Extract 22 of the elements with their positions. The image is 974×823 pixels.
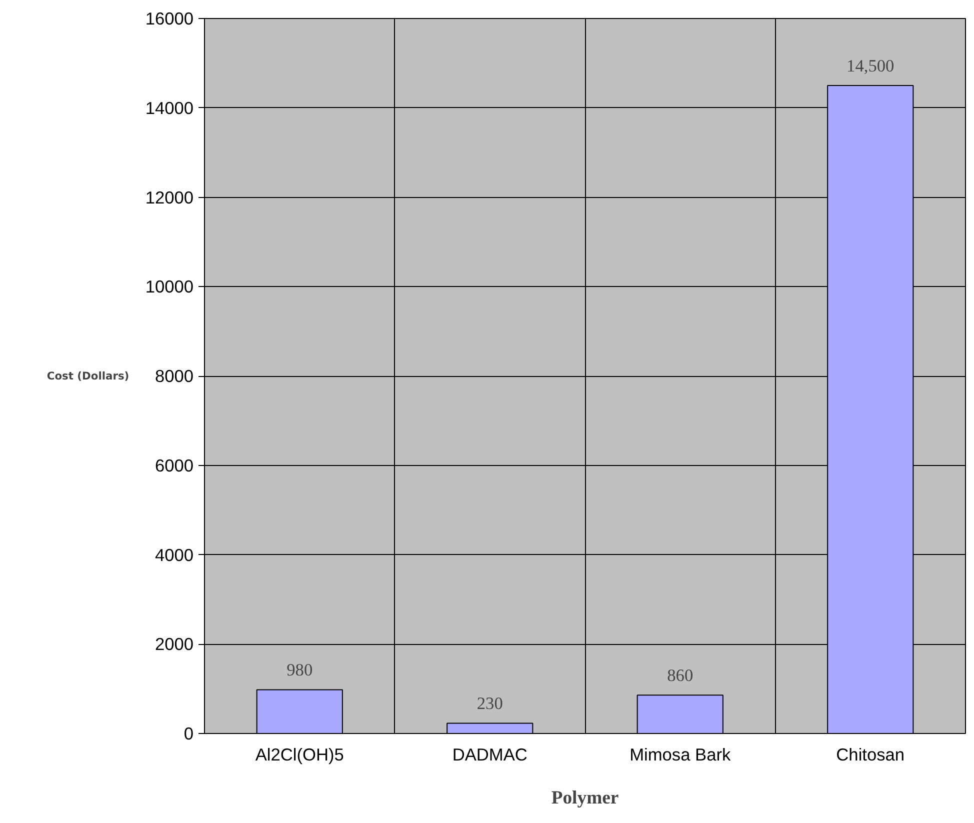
bar	[636, 694, 724, 734]
data-label: 980	[286, 660, 313, 680]
data-label: 230	[476, 694, 503, 714]
y-tick-label: 0	[184, 724, 194, 744]
x-tick-label: Mimosa Bark	[630, 744, 732, 764]
y-tick-label: 6000	[154, 455, 194, 476]
y-tick-label: 8000	[154, 366, 194, 386]
data-label: 14,500	[846, 56, 894, 76]
x-tick-label: DADMAC	[452, 744, 528, 764]
data-label: 860	[667, 666, 694, 686]
y-tick-label: 4000	[154, 544, 194, 565]
x-tick-label: Chitosan	[836, 744, 905, 764]
y-tick-label: 10000	[145, 276, 194, 297]
bar	[446, 722, 534, 734]
y-tick-label: 2000	[154, 634, 194, 654]
y-axis-title: Cost (Dollars)	[46, 370, 130, 382]
x-axis-title: Polymer	[551, 788, 619, 808]
y-tick-label: 14000	[145, 98, 194, 118]
y-tick-label: 16000	[145, 8, 194, 28]
bar	[256, 689, 343, 734]
y-tick-label: 12000	[145, 187, 194, 208]
x-tick-label: Al2Cl(OH)5	[255, 744, 344, 764]
